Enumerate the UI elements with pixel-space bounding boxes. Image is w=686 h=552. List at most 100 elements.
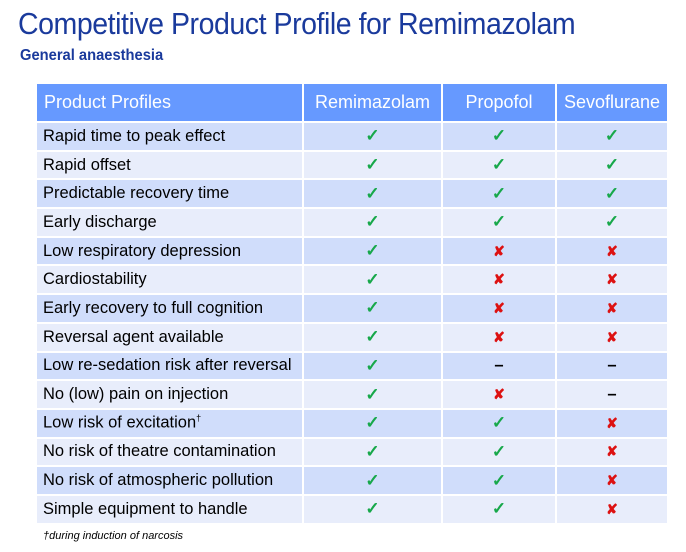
row-label-text: Low respiratory depression — [43, 241, 242, 260]
rating-cell: – — [557, 381, 667, 408]
check-icon: ✓ — [365, 384, 380, 404]
rating-cell: ✓ — [443, 438, 555, 466]
row-label-text: No risk of theatre contamination — [43, 442, 276, 461]
row-label-text: Early recovery to full cognition — [43, 298, 264, 317]
table-header-row: Product Profiles Remimazolam Propofol Se… — [37, 84, 667, 121]
row-label-text: Reversal agent available — [43, 327, 224, 346]
check-icon: ✓ — [365, 355, 380, 375]
rating-cell: ✓ — [304, 209, 441, 236]
rating-cell: ✓ — [304, 438, 441, 466]
table-row: Early discharge ✓ ✓ ✓ — [37, 209, 667, 236]
row-label-text: Low re-sedation risk after reversal — [43, 356, 292, 375]
table-row: No risk of theatre contamination ✓ ✓ ✘ — [37, 438, 667, 466]
rating-cell: ✘ — [557, 409, 667, 437]
rating-cell: ✓ — [443, 209, 555, 236]
check-icon: ✓ — [604, 126, 620, 146]
rating-cell: ✓ — [557, 123, 667, 150]
table-row: No risk of atmospheric pollution ✓ ✓ ✘ — [37, 467, 667, 494]
rating-cell: ✓ — [557, 180, 667, 208]
header-remimazolam: Remimazolam — [304, 84, 441, 121]
check-icon: ✓ — [491, 183, 507, 203]
rating-cell: ✓ — [304, 323, 441, 351]
rating-cell: ✘ — [557, 295, 667, 322]
row-label: Low respiratory depression — [37, 237, 302, 265]
header-sevoflurane: Sevoflurane — [557, 84, 667, 121]
rating-cell: ✓ — [304, 266, 441, 294]
rating-cell: ✘ — [443, 323, 555, 351]
check-icon: ✓ — [491, 441, 507, 461]
check-icon: ✓ — [365, 212, 380, 232]
rating-cell: ✘ — [557, 438, 667, 466]
check-icon: ✓ — [365, 269, 380, 289]
check-icon: ✓ — [365, 155, 380, 175]
check-icon: ✓ — [491, 470, 507, 490]
rating-cell: ✘ — [557, 495, 667, 523]
cross-icon: ✘ — [606, 299, 618, 316]
cross-icon: ✘ — [493, 242, 505, 259]
row-label: Rapid time to peak effect — [37, 123, 302, 150]
rating-cell: ✘ — [443, 295, 555, 322]
row-label: Early discharge — [37, 209, 302, 236]
row-label: No (low) pain on injection — [37, 381, 302, 408]
row-label-text: Low risk of excitation — [43, 413, 197, 432]
check-icon: ✓ — [365, 241, 380, 261]
footnote: †during induction of narcosis — [43, 530, 184, 542]
table-row: Low risk of excitation† ✓ ✓ ✘ — [37, 409, 667, 437]
table-row: Low re-sedation risk after reversal ✓ – – — [37, 352, 667, 380]
check-icon: ✓ — [365, 126, 380, 146]
cross-icon: ✘ — [606, 472, 618, 489]
row-label: Low re-sedation risk after reversal — [37, 352, 302, 380]
rating-cell: ✓ — [304, 381, 441, 408]
row-label-text: Cardiostability — [43, 270, 147, 289]
check-icon: ✓ — [491, 126, 507, 146]
rating-cell: ✓ — [304, 495, 441, 523]
rating-cell: ✓ — [304, 352, 441, 380]
row-label: No risk of atmospheric pollution — [37, 467, 302, 494]
page-title: Competitive Product Profile for Remimazo… — [18, 6, 576, 41]
rating-cell: ✓ — [304, 237, 441, 265]
row-label-text: Simple equipment to handle — [43, 499, 248, 518]
table-row: Predictable recovery time ✓ ✓ ✓ — [37, 180, 667, 208]
row-label: Rapid offset — [37, 151, 302, 179]
check-icon: ✓ — [604, 212, 620, 232]
row-label: Low risk of excitation† — [37, 409, 302, 437]
check-icon: ✓ — [365, 413, 380, 433]
rating-cell: ✓ — [443, 151, 555, 179]
rating-cell: ✘ — [557, 266, 667, 294]
page-subtitle: General anaesthesia — [20, 47, 164, 64]
row-label: No risk of theatre contamination — [37, 438, 302, 466]
dash-icon: – — [607, 356, 617, 375]
row-label-text: Rapid offset — [43, 155, 131, 174]
cross-icon: ✘ — [606, 414, 618, 431]
rating-cell: ✓ — [304, 409, 441, 437]
check-icon: ✓ — [491, 413, 507, 433]
rating-cell: ✓ — [304, 123, 441, 150]
table-row: Low respiratory depression ✓ ✘ ✘ — [37, 237, 667, 265]
row-label: Cardiostability — [37, 266, 302, 294]
row-label: Predictable recovery time — [37, 180, 302, 208]
header-product-profiles: Product Profiles — [37, 84, 302, 121]
check-icon: ✓ — [365, 441, 380, 461]
check-icon: ✓ — [491, 499, 507, 519]
rating-cell: ✓ — [557, 209, 667, 236]
cross-icon: ✘ — [606, 443, 618, 460]
table-row: Rapid offset ✓ ✓ ✓ — [37, 151, 667, 179]
check-icon: ✓ — [491, 212, 507, 232]
row-label-text: No (low) pain on injection — [43, 385, 229, 404]
rating-cell: ✘ — [443, 266, 555, 294]
check-icon: ✓ — [365, 327, 380, 347]
dash-icon: – — [494, 356, 504, 375]
dagger-footnote-marker: † — [196, 413, 202, 424]
cross-icon: ✘ — [606, 500, 618, 517]
rating-cell: ✘ — [443, 381, 555, 408]
rating-cell: ✘ — [443, 237, 555, 265]
cross-icon: ✘ — [606, 328, 618, 345]
check-icon: ✓ — [365, 499, 380, 519]
header-propofol: Propofol — [443, 84, 555, 121]
cross-icon: ✘ — [606, 271, 618, 288]
table-row: Simple equipment to handle ✓ ✓ ✘ — [37, 495, 667, 523]
row-label: Early recovery to full cognition — [37, 295, 302, 322]
comparison-table: Product Profiles Remimazolam Propofol Se… — [35, 82, 669, 525]
check-icon: ✓ — [604, 155, 620, 175]
row-label-text: Predictable recovery time — [43, 184, 230, 203]
